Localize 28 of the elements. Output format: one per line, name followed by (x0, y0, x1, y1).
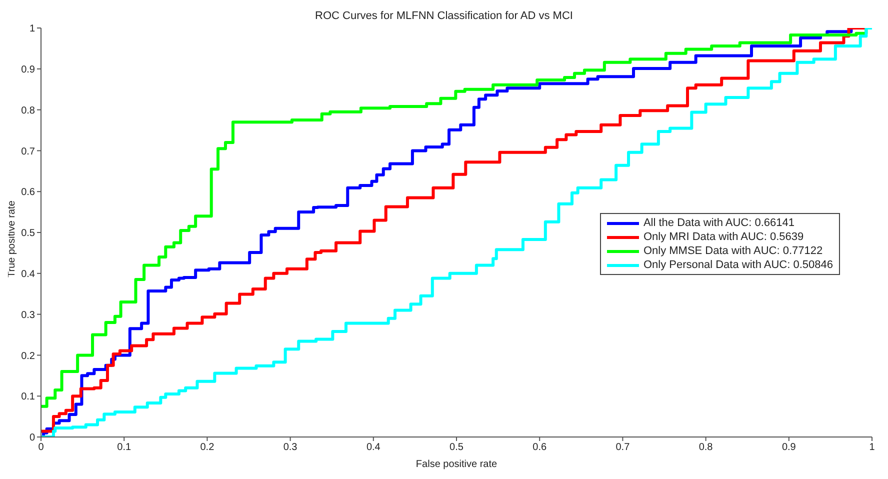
x-tick-label: 0.3 (283, 442, 298, 454)
x-tick-label: 0.7 (616, 442, 630, 454)
x-tick-label: 0.1 (117, 442, 132, 454)
x-tick-label: 0.9 (782, 442, 796, 454)
y-tick-label: 0.8 (21, 105, 36, 116)
legend-label: Only Personal Data with AUC: 0.50846 (643, 258, 833, 272)
x-tick-label: 0.6 (532, 442, 547, 454)
x-tick-label: 0.2 (200, 442, 215, 454)
x-tick-label: 1 (869, 442, 876, 454)
y-tick-label: 0.3 (21, 310, 36, 321)
legend-label: Only MRI Data with AUC: 0.5639 (643, 230, 804, 244)
x-axis-title: False positive rate (416, 459, 498, 470)
y-tick-label: 0.9 (21, 64, 36, 76)
y-tick-label: 0.2 (21, 350, 36, 362)
y-tick-label: 0.7 (21, 146, 36, 158)
y-tick-label: 0.6 (21, 187, 36, 198)
y-tick-label: 0 (29, 432, 36, 444)
x-tick-label: 0.5 (450, 442, 464, 454)
x-tick-label: 0.4 (366, 442, 381, 454)
y-tick-label: 0.4 (21, 268, 36, 280)
y-tick-label: 0.1 (21, 392, 36, 403)
legend-label: Only MMSE Data with AUC: 0.77122 (643, 244, 823, 258)
x-tick-label: 0 (38, 442, 44, 454)
y-tick-label: 0.5 (21, 228, 36, 240)
y-tick-label: 1 (29, 24, 36, 35)
x-tick-label: 0.8 (698, 442, 714, 454)
legend-label: All the Data with AUC: 0.66141 (643, 216, 794, 230)
chart-title: ROC Curves for MLFNN Classification for AD vs MCI (314, 10, 574, 22)
